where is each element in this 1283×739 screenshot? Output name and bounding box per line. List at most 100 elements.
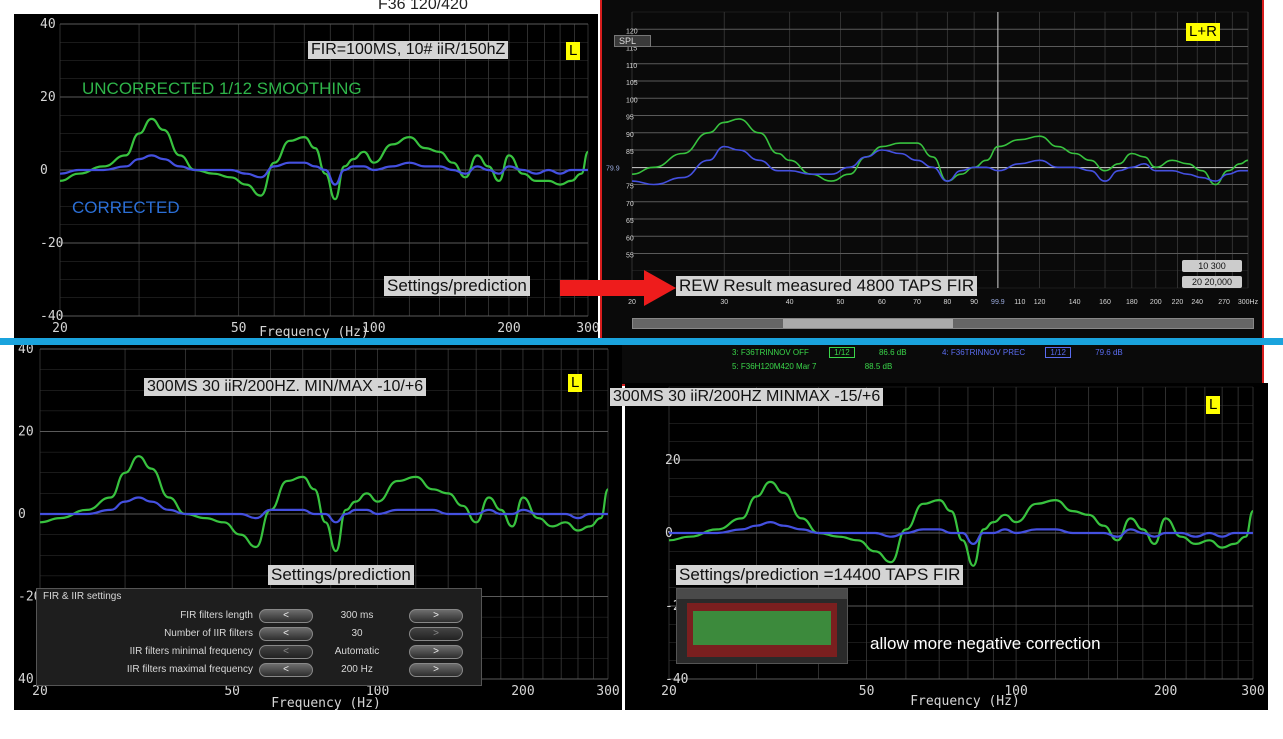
x-tick-label: 50 <box>224 684 240 699</box>
x-tick-label: 120 <box>1034 299 1046 306</box>
y-tick-label: 60 <box>626 235 634 242</box>
settings-row-fir-length: FIR filters length < 300 ms > <box>37 607 481 625</box>
x-tick-label: 100 <box>362 321 385 336</box>
series-line-blue <box>631 145 1248 186</box>
rew-legend-3[interactable]: 3: F36TRINNOV OFF 1/12 86.6 dB <box>732 347 907 358</box>
x-tick-label: 80 <box>943 299 951 306</box>
x-tick-label: 180 <box>1126 299 1138 306</box>
y-tick-label: 75 <box>626 184 634 191</box>
arrow-right-label: REW Result measured 4800 TAPS FIR <box>676 276 978 296</box>
target-curve-thumbnail <box>676 588 848 664</box>
x-tick-label: 20 <box>661 684 677 699</box>
settings-row-iir-count: Number of IIR filters < 30 > <box>37 625 481 643</box>
y-tick-label: 65 <box>626 218 634 225</box>
series-line-blue <box>39 496 608 524</box>
tl-channel-badge: L <box>566 42 581 60</box>
series-line-green <box>668 480 1255 567</box>
series-line-blue <box>668 520 1253 546</box>
iir-min-increase-button[interactable]: > <box>409 645 463 659</box>
red-arrow-shape <box>560 270 676 306</box>
y-tick-label: 90 <box>626 132 634 139</box>
x-tick-label: 200 <box>1150 299 1162 306</box>
tl-settings-note: FIR=100MS, 10# iiR/150hZ <box>308 41 509 60</box>
x-tick-label: 200 <box>511 684 534 699</box>
fir-length-decrease-button[interactable]: < <box>259 609 313 623</box>
settings-label-iir-max: IIR filters maximal frequency <box>126 664 253 675</box>
rew-range-1[interactable]: 10 300 <box>1182 260 1242 272</box>
chart-panel-bottom-left: 40 20 0 -20 40 20 50 100 200 300 Frequency (Hz) <box>14 345 622 710</box>
y-tick-label: 20 <box>40 90 56 105</box>
settings-label-fir-length: FIR filters length <box>180 610 253 621</box>
y-marker-label: 79.9 <box>606 166 620 173</box>
x-tick-label: 300 <box>576 321 598 336</box>
x-tick-label: 270 <box>1218 299 1230 306</box>
y-tick-label: 85 <box>626 149 634 156</box>
y-tick-label: 105 <box>626 80 638 87</box>
thumbnail-band <box>693 611 831 645</box>
x-tick-label: 240 <box>1191 299 1203 306</box>
top-title-fragment: F36 120/420 <box>378 0 468 13</box>
x-tick-label: 220 <box>1172 299 1184 306</box>
x-axis-label: Frequency (Hz) <box>910 694 1020 709</box>
series-line-green <box>39 455 610 553</box>
iir-max-increase-button[interactable]: > <box>409 663 463 677</box>
fir-length-increase-button[interactable]: > <box>409 609 463 623</box>
rew-panel-frame: 120 115 110 105 100 95 90 85 75 70 65 60 55 20 30 40 50 6… <box>600 0 1264 386</box>
rew-legend-4[interactable]: 4: F36TRINNOV PREC 1/12 79.6 dB <box>942 347 1123 358</box>
chart-rew: 120 115 110 105 100 95 90 85 75 70 65 60 55 20 30 40 50 6… <box>606 11 1259 306</box>
y-tick-label: 70 <box>626 201 634 208</box>
y-tick-label: 115 <box>626 46 637 53</box>
x-tick-label: 20 <box>32 684 48 699</box>
x-tick-label: 160 <box>1099 299 1111 306</box>
x-tick-label: 50 <box>837 299 845 306</box>
chart-panel-top-left: 40 20 0 -20 -40 20 50 100 200 300 Frequency (Hz) <box>14 14 598 338</box>
x-tick-label: 110 <box>1014 299 1025 306</box>
y-tick-label: -20 <box>18 590 41 605</box>
rew-legend-3-smooth: 1/12 <box>829 347 855 358</box>
series-line-green <box>59 117 590 201</box>
y-tick-label: 40 <box>18 345 34 357</box>
x-tick-label: 100 <box>1004 684 1027 699</box>
rew-legend-3-text: 3: F36TRINNOV OFF <box>732 348 809 357</box>
rew-legend-4-db: 79.6 dB <box>1095 348 1123 357</box>
settings-row-iir-max: IIR filters maximal frequency < 200 Hz > <box>37 661 481 679</box>
rew-spl-select[interactable]: SPL <box>614 35 652 47</box>
rew-legend-4-smooth: 1/12 <box>1045 347 1071 358</box>
x-tick-label: 140 <box>1069 299 1081 306</box>
x-axis-label: Frequency (Hz) <box>259 325 369 338</box>
settings-value-iir-min: Automatic <box>334 646 380 657</box>
bl-caption: Settings/prediction <box>268 565 414 585</box>
x-tick-label: 100 <box>366 684 389 699</box>
x-tick-label: 300Hz <box>1238 299 1259 306</box>
rew-legend-3-db: 86.6 dB <box>878 348 907 357</box>
arrow-left-label: Settings/prediction <box>384 276 530 296</box>
thumbnail-tab-bar <box>677 589 847 599</box>
y-tick-label: -40 <box>40 309 63 324</box>
x-tick-label: 200 <box>1154 684 1177 699</box>
rew-legend-5[interactable]: 5: F36H120M420 Mar 7 88.5 dB <box>732 362 892 371</box>
y-tick-label: 0 <box>665 526 673 541</box>
settings-value-iir-max: 200 Hz <box>341 664 373 675</box>
iir-max-decrease-button[interactable]: < <box>259 663 313 677</box>
rew-scroll-thumb[interactable] <box>783 319 953 328</box>
x-axis-label: Frequency (Hz) <box>271 696 381 710</box>
y-tick-label: 55 <box>626 253 634 260</box>
rew-spl-label: SPL <box>619 36 637 46</box>
bl-settings-note: 300MS 30 iiR/200HZ. MIN/MAX -10/+6 <box>144 378 427 397</box>
br-settings-note: 300MS 30 iiR/200HZ MINMAX -15/+6 <box>610 388 884 407</box>
x-tick-label: 40 <box>786 299 794 306</box>
settings-row-iir-min: IIR filters minimal frequency < Automati… <box>37 643 481 661</box>
red-arrow <box>560 270 676 306</box>
rew-range-2[interactable]: 20 20,000 <box>1182 276 1242 288</box>
tl-legend-corrected: CORRECTED <box>72 198 180 217</box>
iir-count-increase-button[interactable]: > <box>409 627 463 641</box>
x-tick-label: 50 <box>859 684 875 699</box>
x-marker-label: 99.9 <box>991 299 1005 306</box>
rew-scrollbar[interactable] <box>632 318 1254 329</box>
y-tick-label: 95 <box>626 115 634 122</box>
iir-min-decrease-button[interactable]: < <box>259 645 313 659</box>
y-tick-label: 0 <box>18 507 26 522</box>
iir-count-decrease-button[interactable]: < <box>259 627 313 641</box>
